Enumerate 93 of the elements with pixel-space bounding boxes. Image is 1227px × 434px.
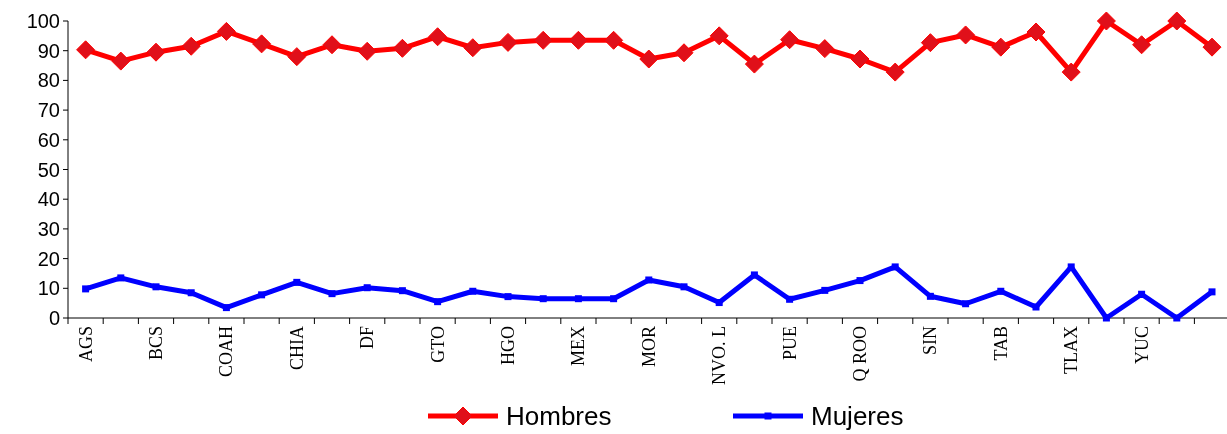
point xyxy=(498,32,518,52)
point xyxy=(1032,303,1040,311)
point xyxy=(709,26,729,46)
point xyxy=(287,47,307,67)
point xyxy=(1208,288,1216,296)
legend-label: Hombres xyxy=(506,401,612,432)
point xyxy=(891,263,899,271)
y-tick-label: 90 xyxy=(37,39,60,62)
point xyxy=(645,276,653,284)
point xyxy=(146,42,166,62)
x-tick-label: YUC xyxy=(1131,326,1152,365)
y-tick-label: 30 xyxy=(37,217,60,240)
point xyxy=(610,295,618,303)
y-tick-label: 80 xyxy=(37,69,60,92)
point xyxy=(680,283,688,291)
point xyxy=(222,304,230,312)
point xyxy=(322,35,342,55)
point xyxy=(117,274,125,282)
point xyxy=(1132,35,1152,55)
x-tick-label: GTO xyxy=(427,326,448,363)
x-tick-label: TLAX xyxy=(1061,326,1082,374)
point xyxy=(328,290,336,298)
point xyxy=(604,30,624,50)
point xyxy=(187,289,195,297)
x-tick-label: AGS xyxy=(75,326,96,363)
point xyxy=(920,33,940,53)
point xyxy=(357,41,377,61)
point xyxy=(815,39,835,59)
x-tick-label: CHIA xyxy=(286,326,307,370)
y-tick-label: 60 xyxy=(37,128,60,151)
point xyxy=(252,34,272,54)
x-tick-label: NVO. L xyxy=(709,326,730,385)
point xyxy=(152,283,160,291)
point xyxy=(885,62,905,82)
point xyxy=(744,54,764,74)
x-tick-label: HGO xyxy=(498,326,518,365)
point xyxy=(398,287,406,295)
point xyxy=(991,37,1011,57)
legend-label: Mujeres xyxy=(811,401,904,432)
y-tick-label: 0 xyxy=(48,307,60,329)
point xyxy=(962,300,970,308)
point xyxy=(463,38,483,58)
point xyxy=(363,284,371,292)
point xyxy=(997,287,1005,295)
point xyxy=(469,287,477,295)
x-tick-label: BCS xyxy=(146,326,166,361)
point xyxy=(1096,11,1116,31)
point xyxy=(82,285,90,293)
point xyxy=(392,38,412,58)
point xyxy=(674,43,694,63)
y-tick-label: 10 xyxy=(37,277,60,300)
point xyxy=(181,36,201,56)
point xyxy=(1102,314,1110,322)
y-tick-label: 100 xyxy=(26,10,60,32)
point xyxy=(786,295,794,303)
point xyxy=(1173,314,1181,322)
y-tick-label: 20 xyxy=(37,247,60,270)
y-tick-label: 40 xyxy=(37,188,60,211)
point xyxy=(780,30,800,50)
point xyxy=(850,49,870,69)
point xyxy=(111,51,131,71)
y-tick-label: 50 xyxy=(37,158,60,181)
point xyxy=(76,40,96,60)
point xyxy=(568,30,588,50)
x-tick-label: DF xyxy=(357,326,378,350)
y-tick-label: 70 xyxy=(37,99,60,122)
point xyxy=(258,291,266,299)
point xyxy=(533,30,553,50)
point xyxy=(1202,37,1222,57)
point xyxy=(574,295,582,303)
x-tick-label: COAH xyxy=(216,326,237,378)
x-tick-label: TAB xyxy=(990,326,1011,361)
point xyxy=(293,278,301,286)
point xyxy=(715,299,723,307)
point xyxy=(428,27,448,47)
point xyxy=(1061,62,1081,82)
point xyxy=(750,271,758,279)
point xyxy=(539,295,547,303)
x-tick-label: Q ROO xyxy=(850,326,870,382)
point xyxy=(216,21,236,41)
point xyxy=(504,293,512,301)
x-tick-label: MOR xyxy=(638,326,659,368)
x-tick-label: SIN xyxy=(920,326,941,356)
point xyxy=(821,286,829,294)
x-tick-label: PUE xyxy=(779,326,800,361)
point xyxy=(434,298,442,306)
point xyxy=(1167,11,1187,31)
point xyxy=(639,49,659,69)
point xyxy=(956,25,976,45)
point xyxy=(926,292,934,300)
point xyxy=(856,277,864,285)
x-tick-label: MEX xyxy=(568,326,589,366)
point xyxy=(1026,22,1046,42)
